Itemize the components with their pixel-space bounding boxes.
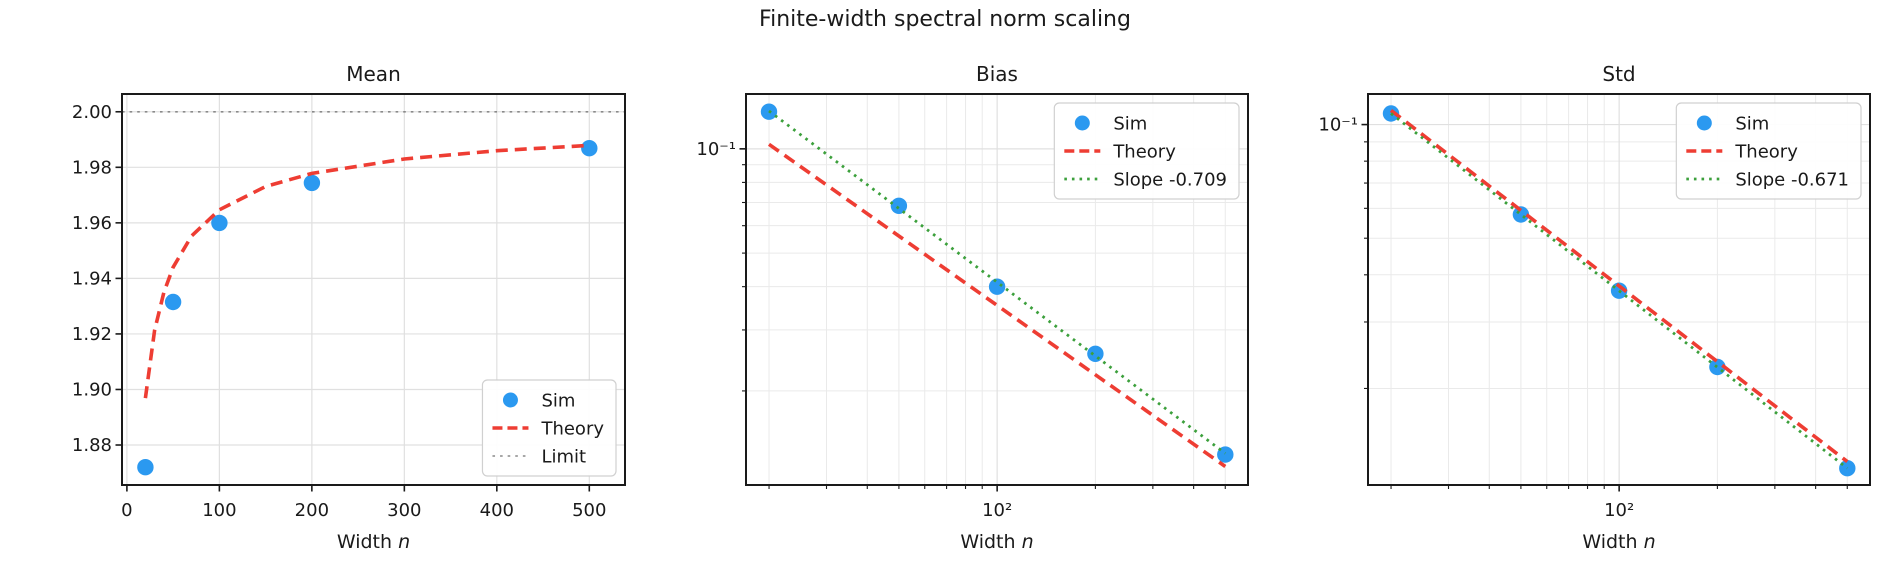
slope-fit-line <box>1390 112 1849 470</box>
x-axis-label: Width n <box>1582 531 1655 553</box>
y-tick-label: 10⁻¹ <box>1318 115 1358 136</box>
theory-line <box>143 143 590 399</box>
y-tick-label: 1.96 <box>72 213 112 234</box>
chart-mean: 0 100 200 300 400 500 1.88 1.90 1.92 1.94 1.96 1.98… <box>72 62 626 553</box>
legend-marker-sim <box>502 392 518 408</box>
legend-label: Sim <box>541 391 575 412</box>
sim-point <box>1087 345 1104 362</box>
legend-marker-sim <box>1074 115 1090 131</box>
theory-line <box>767 142 1227 468</box>
figure-title: Finite-width spectral norm scaling <box>759 7 1131 32</box>
x-tick-label: 500 <box>572 500 606 521</box>
y-tick-label: 1.92 <box>72 324 112 345</box>
axes-title: Mean <box>346 62 401 86</box>
legend-label: Theory <box>1112 142 1176 163</box>
x-tick-label: 200 <box>295 500 329 521</box>
axes-title: Bias <box>976 62 1018 86</box>
legend: Sim Theory Slope -0.671 <box>1675 102 1862 200</box>
legend-label: Sim <box>1113 114 1147 135</box>
legend-label: Limit <box>541 447 586 468</box>
legend-box <box>1675 102 1862 200</box>
legend-label: Sim <box>1735 114 1769 135</box>
sim-point <box>1217 446 1234 463</box>
legend-marker-sim <box>1696 115 1712 131</box>
legend-label: Theory <box>1734 142 1798 163</box>
legend: Sim Theory Limit <box>481 379 617 477</box>
sim-point <box>581 140 598 157</box>
sim-point <box>303 174 321 192</box>
y-tick-label: 10⁻¹ <box>696 139 736 160</box>
sim-point <box>164 293 182 311</box>
x-tick-label: 10² <box>982 500 1012 521</box>
legend: Sim Theory Slope -0.709 <box>1053 102 1240 200</box>
legend-label: Slope -0.671 <box>1735 170 1849 191</box>
x-tick-label: 0 <box>121 500 132 521</box>
x-tick-label: 100 <box>202 500 236 521</box>
legend-label: Theory <box>540 419 604 440</box>
sim-point <box>988 278 1006 295</box>
theory-line <box>1389 108 1849 464</box>
y-tick-label: 1.90 <box>72 379 112 400</box>
axes-title: Std <box>1602 62 1635 86</box>
legend-label: Slope -0.709 <box>1113 170 1227 191</box>
x-tick-label: 10² <box>1604 500 1634 521</box>
x-tick-label: 400 <box>480 500 514 521</box>
axes-spines <box>121 93 626 486</box>
sim-point <box>1512 206 1530 223</box>
chart-std: 10² 10⁻¹ Std Width n Sim Theory Slope -0.671 <box>1318 62 1871 553</box>
y-tick-label: 1.94 <box>72 268 112 289</box>
y-tick-label: 2.00 <box>72 102 112 123</box>
y-tick-label: 1.88 <box>72 435 112 456</box>
x-axis-label: Width n <box>960 531 1033 553</box>
chart-bias: 10² 10⁻¹ Bias Width n Sim Theory Slope -0.709 <box>696 62 1249 553</box>
sim-point <box>211 214 228 232</box>
x-tick-label: 300 <box>387 500 421 521</box>
y-tick-label: 1.98 <box>72 157 112 178</box>
legend-box <box>1053 102 1240 200</box>
sim-point <box>137 459 154 476</box>
sim-point <box>890 197 908 214</box>
x-axis-label: Width n <box>337 531 410 553</box>
